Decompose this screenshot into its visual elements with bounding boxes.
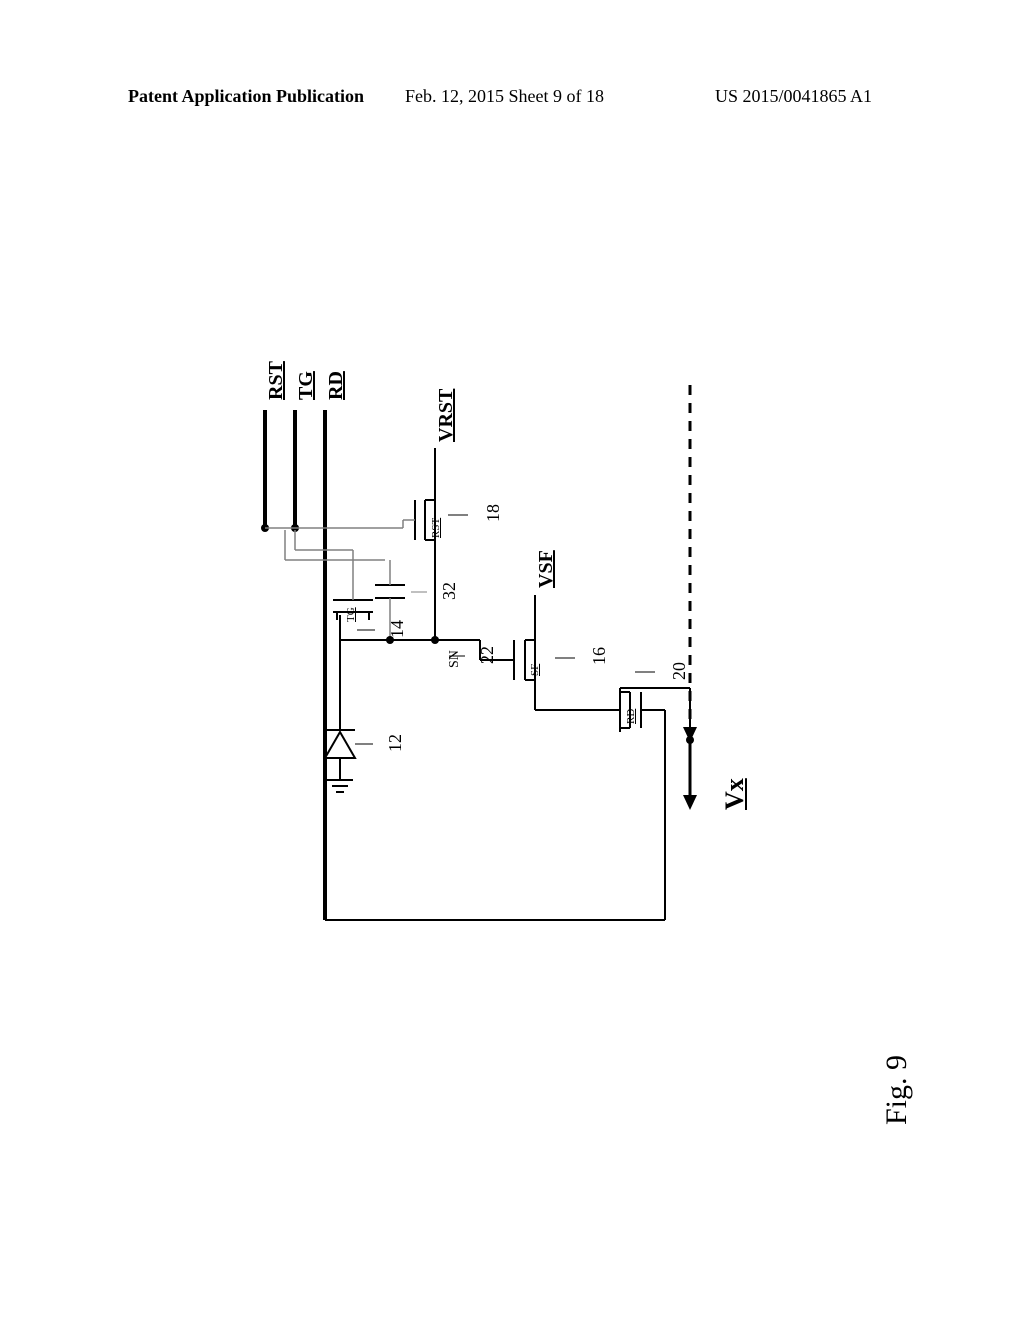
label-vrst: VRST: [435, 389, 458, 442]
ref-12: 12: [385, 734, 406, 752]
figure-label: Fig. 9: [880, 1055, 914, 1125]
label-t-rst: RST: [430, 518, 442, 538]
header-right: US 2015/0041865 A1: [715, 86, 872, 107]
label-sn: SN: [447, 650, 463, 668]
header-mid: Feb. 12, 2015 Sheet 9 of 18: [405, 86, 604, 107]
label-rst-bus: RST: [265, 361, 288, 400]
label-tg-bus: TG: [295, 371, 318, 400]
label-vx: Vx: [720, 778, 750, 810]
header-left: Patent Application Publication: [128, 86, 364, 107]
ref-32: 32: [439, 582, 460, 600]
label-vsf: VSF: [535, 550, 558, 588]
label-t-tg: TG: [345, 607, 357, 622]
ref-18: 18: [483, 504, 504, 522]
label-t-rd: RD: [625, 709, 637, 724]
label-t-sf: SF: [529, 664, 541, 676]
page: Patent Application Publication Feb. 12, …: [0, 0, 1024, 1320]
ref-16: 16: [589, 647, 610, 665]
circuit-diagram: RST TG RD VRST VSF Vx RST TG SF RD SN 18…: [225, 300, 805, 940]
ref-20: 20: [669, 662, 690, 680]
label-rd-bus: RD: [325, 371, 348, 400]
ref-22: 22: [477, 646, 498, 664]
ref-14: 14: [387, 620, 408, 638]
